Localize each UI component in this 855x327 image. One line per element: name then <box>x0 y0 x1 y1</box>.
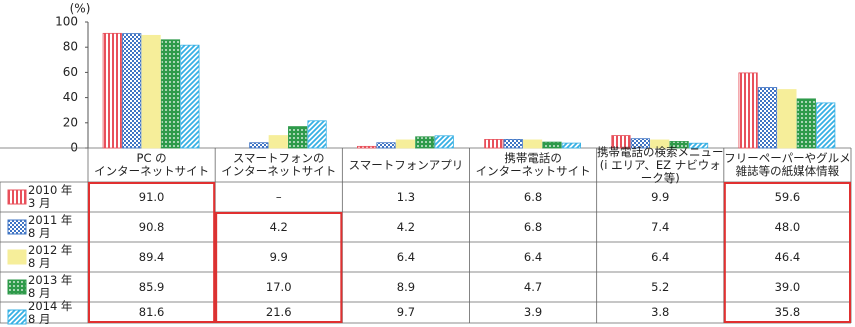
bar <box>307 120 327 149</box>
y-tick-label: 0 <box>70 141 78 155</box>
bar <box>522 139 543 149</box>
legend-swatch <box>7 219 27 235</box>
bar <box>249 142 269 149</box>
bar <box>757 87 778 149</box>
table-value: 1.3 <box>396 189 416 204</box>
bar <box>561 142 581 149</box>
table-value: 21.6 <box>265 305 292 319</box>
y-tick-label: 80 <box>63 40 78 54</box>
bar <box>376 142 396 149</box>
bar <box>141 34 161 149</box>
legend-label: 2012 年 8 月 <box>28 243 73 270</box>
table-value: 46.4 <box>774 249 801 264</box>
category-label: スマートフォンの インターネットサイト <box>221 151 337 178</box>
bar <box>415 136 435 149</box>
bar <box>650 139 670 149</box>
table-value: 9.9 <box>651 189 670 204</box>
bar <box>268 135 288 149</box>
bar <box>738 72 758 149</box>
legend-label: 2013 年 8 月 <box>28 273 73 300</box>
category-label: 携帯電話の検索メニュー (i エリア、EZ ナビウォーク等) <box>596 144 724 185</box>
table-value: 91.0 <box>138 189 165 204</box>
table-value: 4.7 <box>523 279 543 294</box>
legend-label: 2011 年 8 月 <box>28 213 73 240</box>
category-label: 携帯電話の インターネットサイト <box>475 151 591 178</box>
bar <box>357 145 377 149</box>
legend-label: 2010 年 3 月 <box>28 183 73 210</box>
table-value: 89.4 <box>138 249 165 264</box>
bar <box>122 33 142 149</box>
table-value: 90.8 <box>138 219 165 234</box>
highlight-box <box>723 182 851 323</box>
table-value: – <box>275 189 282 204</box>
bar <box>288 126 308 149</box>
table-value: 39.0 <box>774 279 801 294</box>
table-value: 9.7 <box>396 305 416 319</box>
highlight-box <box>215 212 343 323</box>
table-value: 9.9 <box>269 249 288 264</box>
table-value: 17.0 <box>265 279 292 294</box>
table-value: 7.4 <box>651 219 670 234</box>
table-value: 3.9 <box>523 305 543 319</box>
table-value: 5.2 <box>651 279 670 294</box>
highlight-box <box>88 182 216 323</box>
table-value: 6.4 <box>523 249 543 264</box>
bar <box>160 39 181 149</box>
y-tick-label: 20 <box>63 115 78 129</box>
bar <box>611 135 631 149</box>
legend-swatch <box>7 189 27 205</box>
table-value: 6.8 <box>523 189 543 204</box>
legend-swatch <box>7 249 27 265</box>
y-tick-label: 100 <box>55 15 78 29</box>
legend-swatch <box>7 279 27 295</box>
table-value: 8.9 <box>396 279 416 294</box>
bar <box>180 44 200 149</box>
bar <box>434 135 454 149</box>
table-value: 48.0 <box>774 219 801 234</box>
table-value: 6.4 <box>396 249 416 264</box>
bar <box>777 89 797 149</box>
bar <box>102 32 122 149</box>
bar <box>796 98 816 149</box>
y-tick-label: 60 <box>63 65 78 79</box>
bar <box>688 142 709 149</box>
bar <box>630 138 650 149</box>
table-value: 4.2 <box>269 219 288 234</box>
table-value: 35.8 <box>774 305 801 319</box>
category-label: PC の インターネットサイト <box>94 151 210 178</box>
bar <box>816 102 836 149</box>
bar <box>395 139 416 149</box>
table-value: 6.4 <box>651 249 670 264</box>
bar <box>484 139 504 149</box>
y-axis-label: (%) <box>70 2 91 16</box>
bar <box>542 141 562 149</box>
table-value: 6.8 <box>523 219 543 234</box>
category-label: スマートフォンアプリ <box>348 157 464 172</box>
bar <box>503 139 523 149</box>
table-value: 59.6 <box>774 189 801 204</box>
y-tick-label: 40 <box>63 90 78 104</box>
table-value: 85.9 <box>138 279 165 294</box>
table-value: 3.8 <box>651 305 670 319</box>
table-value: 4.2 <box>396 219 416 234</box>
table-value: 81.6 <box>138 305 165 319</box>
bar <box>669 141 689 149</box>
category-label: フリーペーパーやグルメ 雑誌等の紙媒体情報 <box>724 151 851 178</box>
legend-swatch <box>7 309 27 325</box>
legend-label: 2014 年 8 月 <box>28 298 73 326</box>
